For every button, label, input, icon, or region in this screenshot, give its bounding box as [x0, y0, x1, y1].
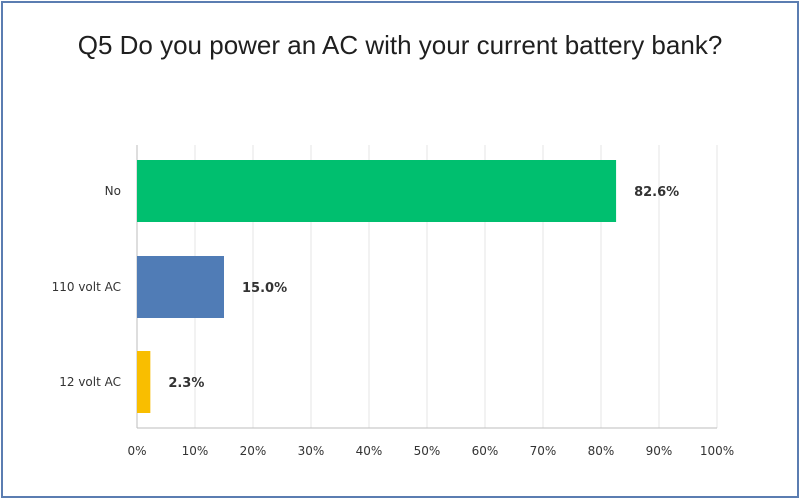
- bar: [137, 351, 151, 413]
- x-tick-label: 70%: [530, 444, 557, 458]
- chart-title: Q5 Do you power an AC with your current …: [77, 30, 723, 60]
- x-tick-label: 30%: [298, 444, 325, 458]
- x-tick-label: 80%: [588, 444, 615, 458]
- x-tick-label: 20%: [240, 444, 267, 458]
- x-tick-label: 40%: [356, 444, 383, 458]
- x-tick-label: 10%: [182, 444, 209, 458]
- x-tick-label: 100%: [700, 444, 734, 458]
- category-label: No: [105, 184, 121, 198]
- data-label: 15.0%: [242, 281, 287, 296]
- data-label: 2.3%: [168, 376, 204, 391]
- x-tick-label: 50%: [414, 444, 441, 458]
- data-label: 82.6%: [634, 185, 679, 200]
- x-tick-label: 0%: [127, 444, 146, 458]
- bar: [137, 160, 617, 222]
- bar: [137, 256, 224, 318]
- x-tick-label: 90%: [646, 444, 673, 458]
- x-tick-label: 60%: [472, 444, 499, 458]
- category-label: 110 volt AC: [52, 280, 121, 294]
- category-label: 12 volt AC: [59, 375, 121, 389]
